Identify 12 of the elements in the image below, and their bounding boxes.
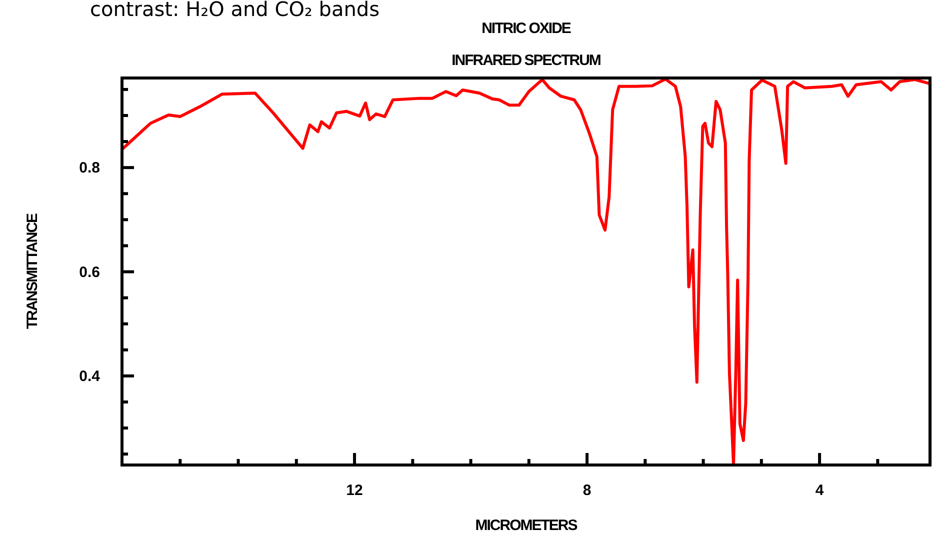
x-tick-label: 4 (815, 482, 824, 499)
x-tick-label: 8 (582, 482, 592, 499)
y-tick-label: 0.4 (79, 368, 101, 385)
chart-subtitle: INFRARED SPECTRUM (452, 52, 601, 69)
line-series (122, 78, 930, 466)
y-tick-label: 0.6 (79, 264, 100, 281)
y-tick-label: 0.8 (79, 160, 100, 177)
y-axis-title: TRANSMITTANCE (24, 212, 41, 330)
chart-title: NITRIC OXIDE (482, 20, 572, 37)
text: contrast: H₂O and CO₂ bands (90, 0, 380, 21)
x-axis-title: MICROMETERS (475, 517, 578, 534)
x-tick-label: 12 (346, 482, 363, 499)
